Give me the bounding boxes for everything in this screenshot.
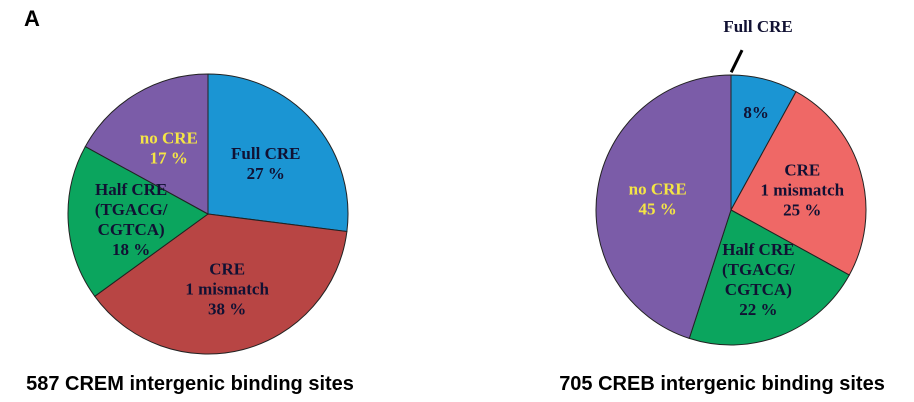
chart-title: 587 CREM intergenic binding sites bbox=[26, 373, 354, 395]
slice-category: Full CRE bbox=[723, 17, 792, 36]
slice-category: CRE 1 mismatch bbox=[761, 160, 845, 199]
pie-slice bbox=[688, 209, 850, 346]
slice-category: no CRE bbox=[629, 179, 687, 198]
slice-value-label: 18 % bbox=[112, 240, 150, 259]
slice-category: Half CRE (TGACG/CGTCA) bbox=[722, 240, 795, 299]
slice-category: Full CRE bbox=[231, 144, 300, 163]
pie-slice bbox=[207, 73, 349, 233]
slice-value-label: 22 % bbox=[739, 300, 777, 319]
panel-label: A bbox=[24, 6, 40, 31]
slice-value-label: 27 % bbox=[247, 164, 285, 183]
slice-value-label: 38 % bbox=[208, 300, 246, 319]
slice-value-label: 45 % bbox=[639, 199, 677, 218]
slice-value-label: 25 % bbox=[783, 200, 821, 219]
slice-value-label: 8% bbox=[743, 103, 769, 122]
slice-category: Half CRE (TGACG/CGTCA) bbox=[95, 180, 168, 239]
pie-slice bbox=[67, 145, 209, 297]
slice-value-label: 17 % bbox=[150, 149, 188, 168]
pie-slice bbox=[94, 213, 348, 355]
chart-title: 705 CREB intergenic binding sites bbox=[559, 373, 885, 395]
pie-slice bbox=[595, 74, 732, 340]
pie-slice bbox=[730, 91, 867, 276]
leader-line bbox=[729, 49, 744, 73]
slice-category: CRE 1 mismatch bbox=[185, 260, 269, 299]
pie-slice bbox=[84, 73, 209, 215]
slice-category: no CRE bbox=[140, 129, 198, 148]
